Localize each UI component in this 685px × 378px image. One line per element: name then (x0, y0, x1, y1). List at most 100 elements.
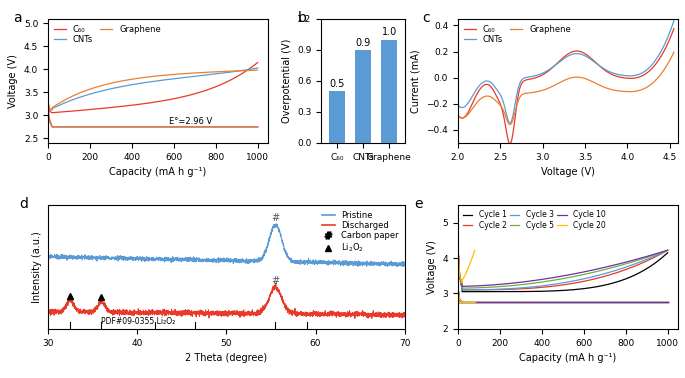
Cycle 20 (458, 280, 466, 285)
Line: Cycle 5: Cycle 5 (458, 247, 668, 288)
Cycle 1 (664, 251, 672, 255)
Graphene (44, 99, 52, 104)
Pristine (356, 261, 364, 266)
Discharged (181, 310, 189, 314)
Cycle 3 (594, 273, 602, 278)
Graphene (185, 71, 193, 76)
Text: 1.0: 1.0 (382, 28, 397, 37)
Cycle 3 (664, 248, 672, 253)
Cycle 1 (636, 270, 645, 274)
Graphene (476, 97, 484, 102)
Y-axis label: Voltage (V): Voltage (V) (427, 240, 437, 294)
Cycle 20 (458, 277, 466, 282)
X-axis label: Capacity (mA h g⁻¹): Capacity (mA h g⁻¹) (519, 353, 616, 363)
Graphene (670, 50, 678, 54)
C₆₀ (476, 87, 484, 91)
Cycle 20 (471, 248, 479, 253)
Line: Discharged: Discharged (48, 283, 405, 318)
C₆₀ (670, 26, 678, 31)
Cycle 5 (458, 286, 466, 290)
Cycle 2 (636, 261, 645, 266)
Cycle 5 (664, 248, 672, 253)
Line: C₆₀: C₆₀ (48, 62, 258, 113)
Line: Graphene: Graphene (458, 52, 674, 125)
CNTs (623, 73, 631, 78)
Legend: Cycle 1, Cycle 2, Cycle 3, Cycle 5, Cycle 10, Cycle 20: Cycle 1, Cycle 2, Cycle 3, Cycle 5, Cycl… (462, 209, 607, 231)
CNTs (253, 66, 262, 70)
Pristine (105, 255, 114, 260)
Y-axis label: Overpotential (V): Overpotential (V) (282, 39, 292, 123)
CNTs (44, 99, 52, 104)
Discharged (105, 309, 114, 313)
Graphene (48, 108, 56, 112)
Cycle 3 (592, 274, 600, 278)
C₆₀ (222, 80, 230, 85)
Cycle 10 (636, 256, 645, 260)
C₆₀ (160, 98, 168, 103)
Cycle 5 (605, 266, 613, 271)
CNTs (178, 76, 186, 80)
Graphene (602, 86, 610, 90)
CNTs (160, 78, 168, 82)
Bar (382, 40, 397, 143)
Pristine (394, 262, 402, 267)
Cycle 5 (592, 270, 600, 274)
Cycle 10 (632, 257, 640, 262)
Line: Cycle 1: Cycle 1 (458, 247, 668, 292)
Graphene (160, 73, 168, 77)
Cycle 2 (664, 248, 672, 253)
Cycle 5 (636, 257, 645, 262)
Line: Pristine: Pristine (48, 224, 405, 266)
CNTs (171, 76, 179, 81)
Y-axis label: Intensity (a.u.): Intensity (a.u.) (32, 231, 42, 303)
Cycle 2 (458, 288, 466, 292)
Text: PDF#09-0355 Li₂O₂: PDF#09-0355 Li₂O₂ (101, 317, 176, 325)
C₆₀ (48, 110, 56, 115)
Cycle 10 (605, 264, 613, 268)
CNTs (454, 103, 462, 107)
Cycle 20 (461, 272, 469, 277)
Graphene (253, 68, 262, 73)
C₆₀ (77, 108, 86, 113)
Graphene (549, 84, 558, 88)
Cycle 3 (454, 245, 462, 249)
Graphene (178, 71, 186, 76)
Pristine (272, 222, 280, 226)
Text: E°=2.96 V: E°=2.96 V (169, 116, 212, 125)
Line: CNTs: CNTs (48, 68, 258, 110)
Graphene (454, 114, 462, 118)
Y-axis label: Voltage (V): Voltage (V) (8, 54, 18, 108)
Text: a: a (13, 11, 21, 25)
Y-axis label: Current (mA): Current (mA) (411, 49, 421, 113)
Text: 0.5: 0.5 (329, 79, 345, 89)
Text: #: # (271, 276, 279, 286)
C₆₀ (253, 60, 262, 65)
Graphene (222, 69, 230, 74)
C₆₀ (602, 69, 610, 74)
Cycle 10 (458, 284, 466, 288)
Line: Cycle 2: Cycle 2 (458, 247, 668, 290)
Cycle 5 (454, 245, 462, 249)
Cycle 20 (454, 245, 462, 249)
CNTs (185, 75, 193, 79)
Cycle 3 (458, 288, 466, 292)
Line: C₆₀: C₆₀ (458, 29, 674, 144)
Text: #: # (271, 212, 279, 223)
Cycle 10 (594, 266, 602, 271)
Legend: Pristine, Discharged, Carbon paper, Li$_2$O$_2$: Pristine, Discharged, Carbon paper, Li$_… (321, 209, 401, 256)
Line: CNTs: CNTs (458, 21, 674, 123)
Cycle 20 (464, 267, 472, 271)
Discharged (272, 281, 280, 285)
Discharged (84, 310, 92, 314)
CNTs (549, 64, 558, 69)
C₆₀ (541, 71, 549, 75)
Cycle 3 (605, 270, 613, 275)
Cycle 1 (454, 245, 462, 249)
Discharged (394, 313, 402, 317)
Cycle 20 (470, 251, 478, 255)
C₆₀ (178, 94, 186, 99)
C₆₀ (623, 76, 631, 81)
C₆₀ (44, 99, 52, 104)
Cycle 2 (586, 278, 594, 282)
Cycle 1 (586, 286, 594, 290)
